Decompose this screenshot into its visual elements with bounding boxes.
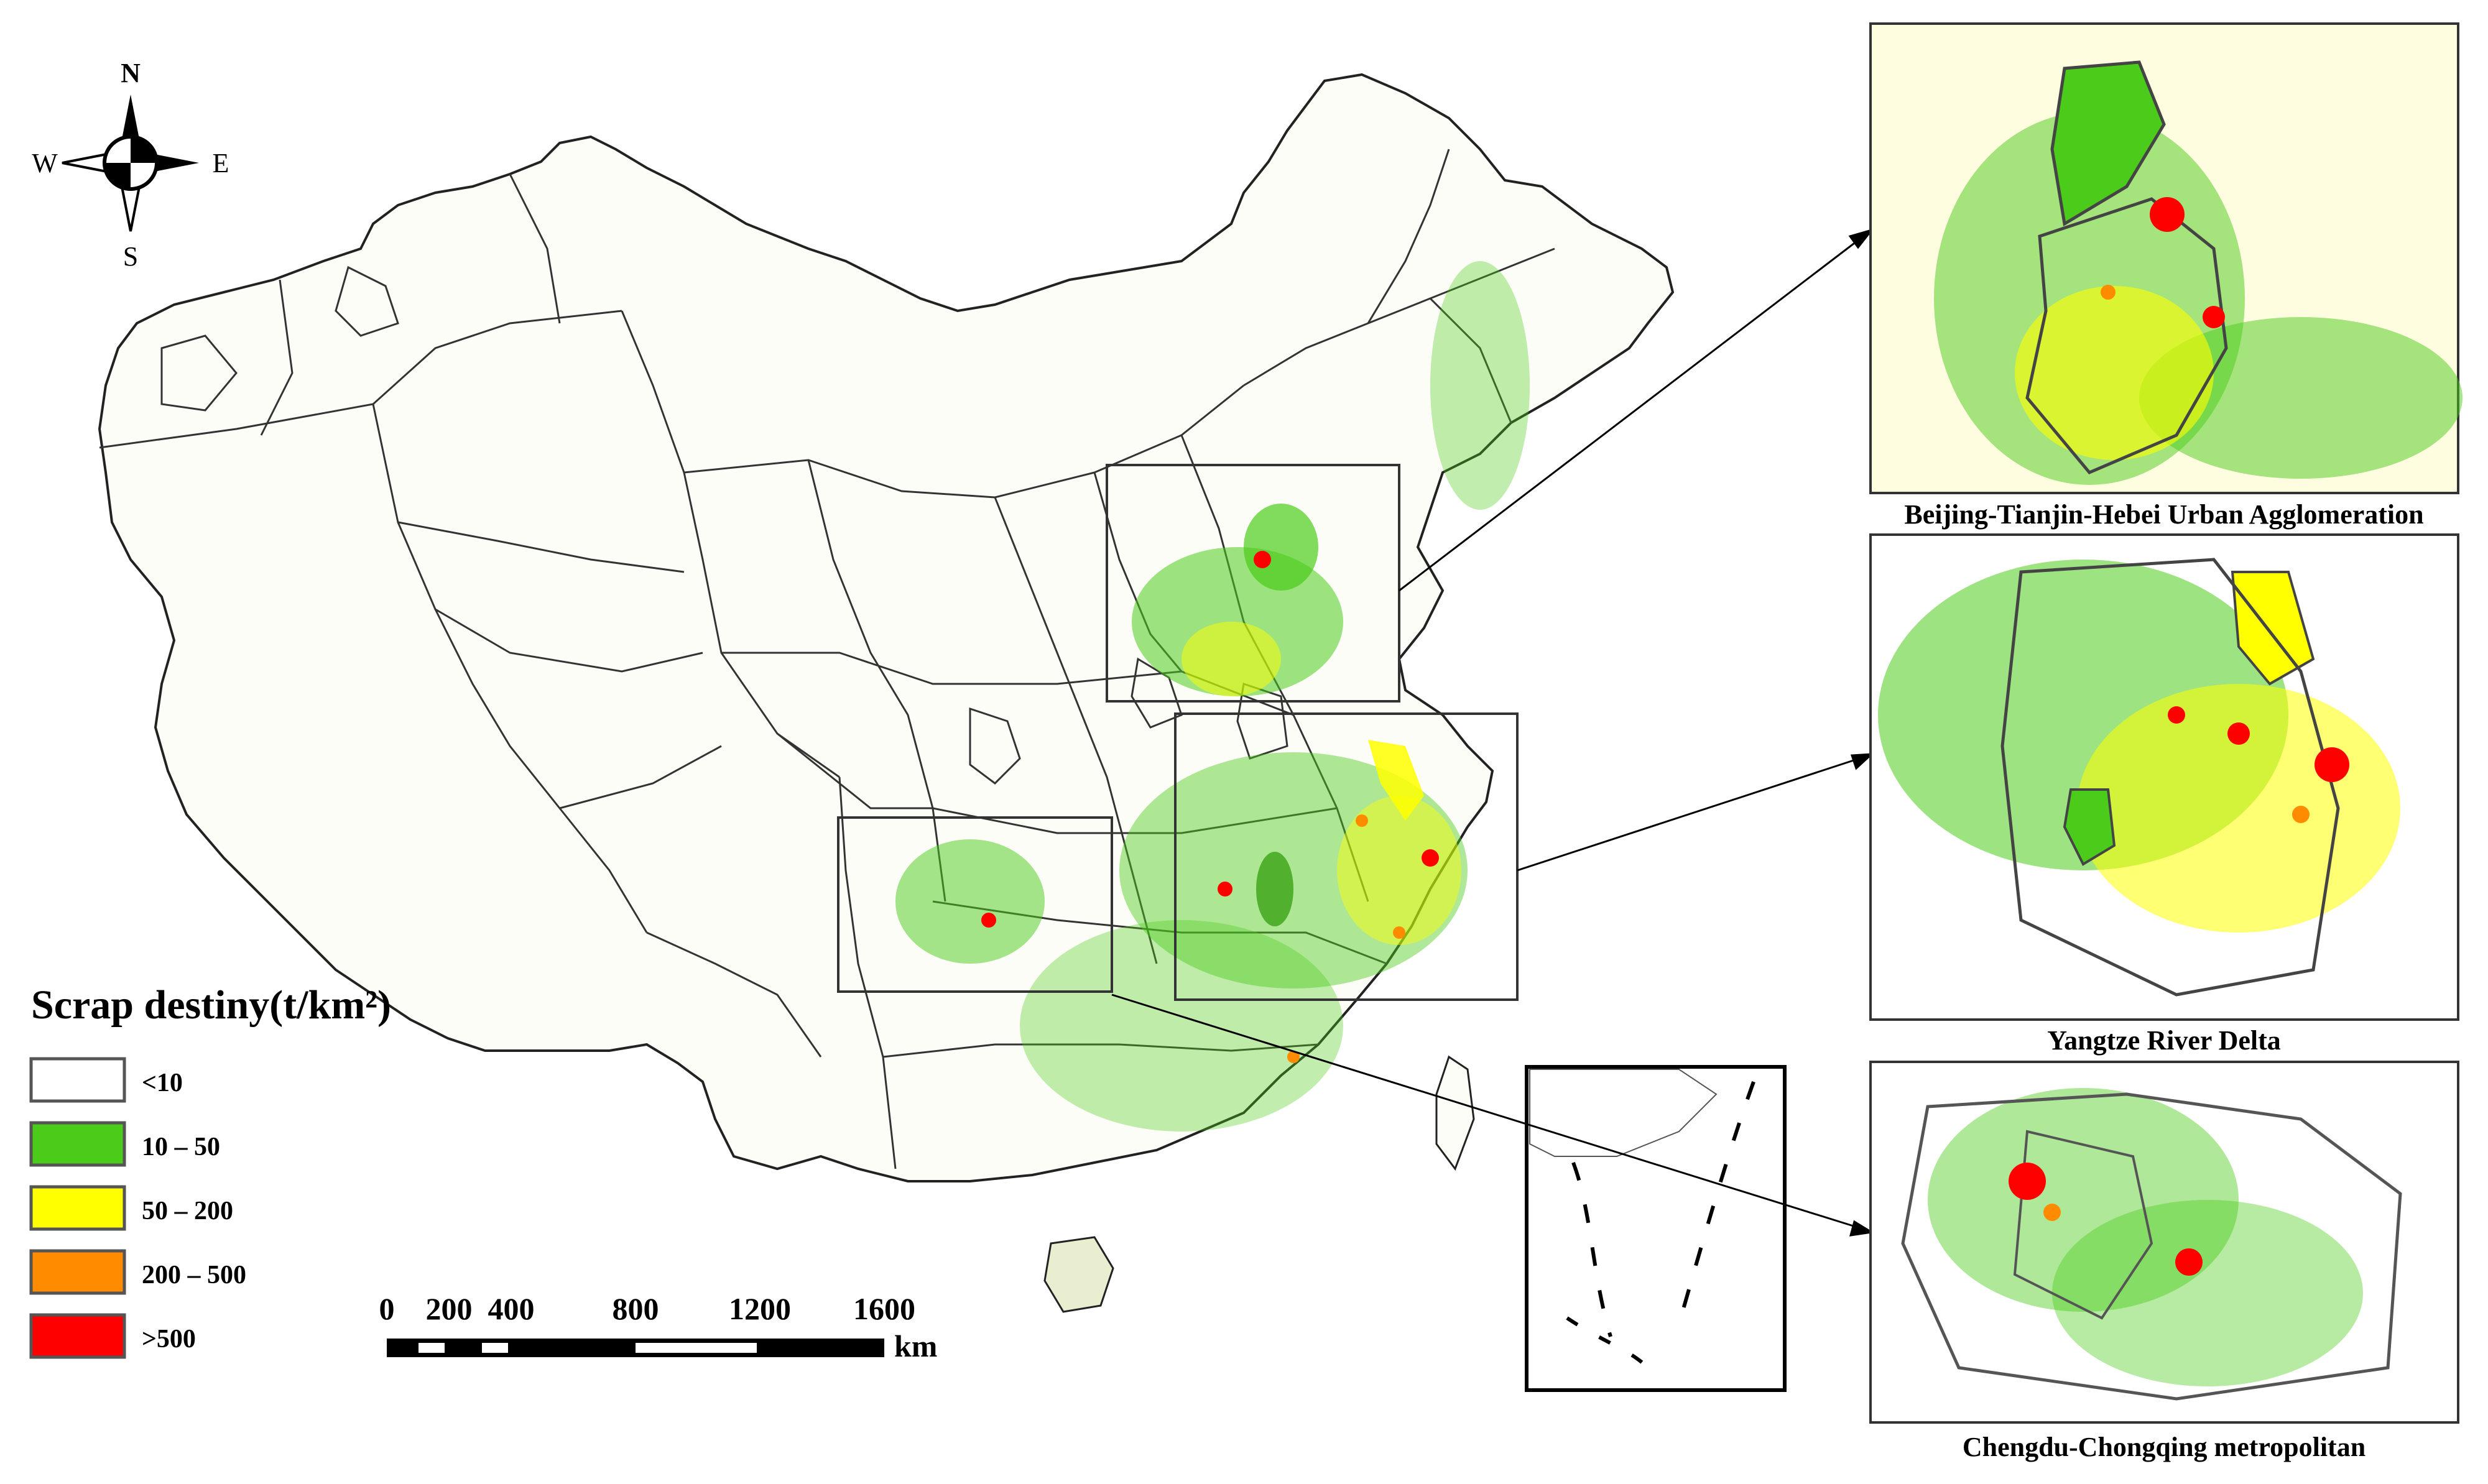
legend-swatch bbox=[29, 1121, 126, 1167]
compass-south: S bbox=[123, 241, 138, 272]
inset-caption-cc: Chengdu-Chongqing metropolitan bbox=[1963, 1432, 2365, 1462]
legend-swatch bbox=[29, 1249, 126, 1295]
compass-east: E bbox=[213, 148, 229, 178]
legend: Scrap destiny(t/km²) <10 10 – 50 50 – 200 2… bbox=[29, 982, 391, 1359]
legend-label: <10 bbox=[142, 1069, 183, 1097]
legend-swatch bbox=[29, 1057, 126, 1103]
cc-box bbox=[837, 816, 1113, 993]
scale-tick-label: 200 bbox=[426, 1291, 473, 1326]
hainan-island bbox=[1043, 1236, 1114, 1313]
scale-tick-label: 1600 bbox=[853, 1291, 915, 1326]
inset-cc: Chengdu-Chongqing metropolitan bbox=[1869, 1061, 2459, 1462]
south-china-sea-inset bbox=[1525, 1065, 1787, 1392]
inset-yrd: Yangtze River Delta bbox=[1869, 533, 2459, 1056]
north-arrow: N S E W bbox=[32, 58, 229, 272]
legend-swatch bbox=[29, 1313, 126, 1359]
compass-north: N bbox=[121, 58, 141, 88]
yrd-box bbox=[1174, 712, 1519, 1001]
inset-jjj: Beijing-Tianjin-Hebei Urban Agglomeratio… bbox=[1869, 22, 2463, 530]
scale-tick-label: 1200 bbox=[729, 1291, 791, 1326]
legend-label: 50 – 200 bbox=[142, 1197, 233, 1225]
legend-title: Scrap destiny(t/km²) bbox=[31, 982, 391, 1028]
scale-tick-label: 400 bbox=[488, 1291, 535, 1326]
study-area-boxes bbox=[837, 464, 1519, 1001]
density-clusters bbox=[895, 261, 1530, 1131]
legend-label: 10 – 50 bbox=[142, 1133, 220, 1161]
inset-caption-jjj: Beijing-Tianjin-Hebei Urban Agglomeratio… bbox=[1904, 499, 2423, 530]
compass-west: W bbox=[32, 148, 58, 178]
legend-label: >500 bbox=[142, 1325, 196, 1353]
province-boundaries bbox=[99, 149, 1555, 1169]
scale-tick-label: 800 bbox=[613, 1291, 659, 1326]
legend-swatch bbox=[29, 1185, 126, 1231]
scale-tick-label: 0 bbox=[379, 1291, 395, 1326]
scale-bar: 0 200 400 800 1200 1600 km bbox=[379, 1291, 938, 1363]
china-map bbox=[98, 73, 1875, 1392]
scale-unit: km bbox=[894, 1329, 937, 1363]
inset-caption-yrd: Yangtze River Delta bbox=[2047, 1025, 2281, 1056]
taiwan-island bbox=[1435, 1055, 1475, 1171]
inset-arrows bbox=[1111, 228, 1875, 1237]
jjj-box bbox=[1106, 464, 1400, 703]
legend-label: 200 – 500 bbox=[142, 1261, 246, 1289]
